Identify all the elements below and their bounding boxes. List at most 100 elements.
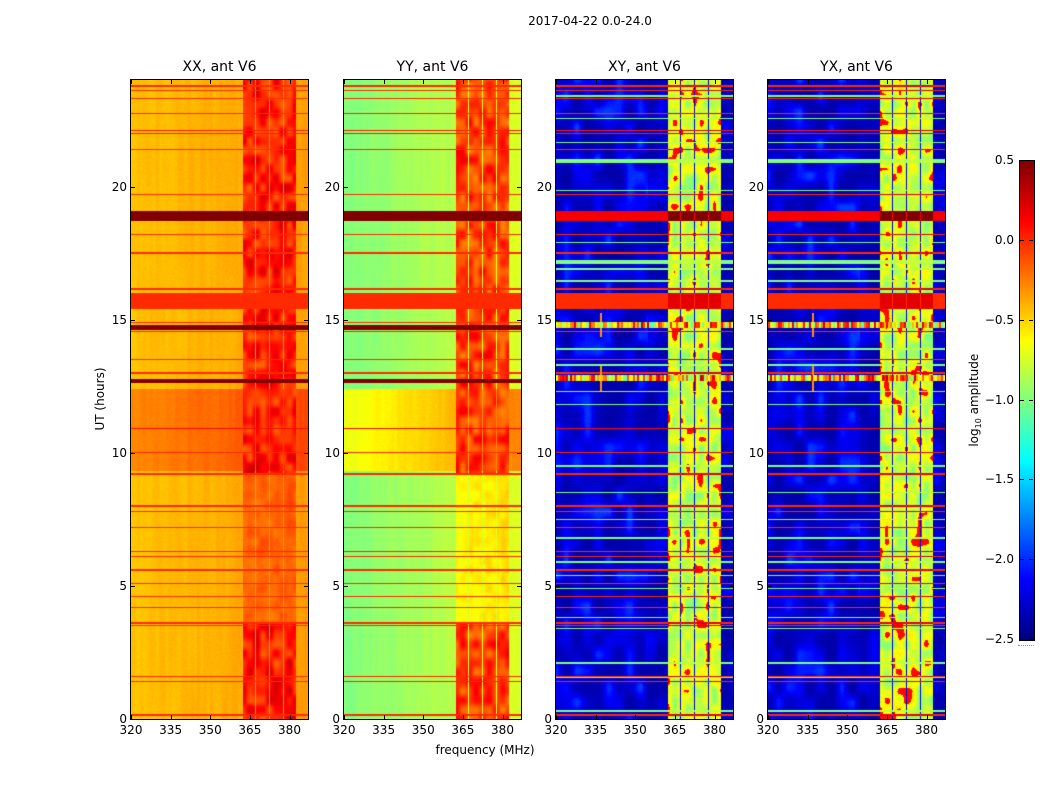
x-tick-label: 365 — [875, 723, 899, 737]
x-tick-label: 380 — [703, 723, 726, 737]
x-tick-label: 320 — [332, 723, 356, 737]
colorbar-tick — [1029, 399, 1033, 401]
y-tick — [768, 186, 772, 188]
y-tick-label: 15 — [111, 312, 127, 327]
x-tick — [502, 80, 504, 84]
y-tick — [768, 319, 772, 321]
y-tick — [556, 719, 560, 720]
x-tick — [131, 80, 132, 84]
x-tick — [714, 80, 716, 84]
figure-title: 2017-04-22 0.0-24.0 — [528, 14, 652, 28]
y-tick — [941, 319, 945, 321]
x-tick — [635, 715, 637, 719]
y-tick — [729, 186, 733, 188]
x-tick — [289, 80, 291, 84]
colorbar-tick — [1029, 559, 1033, 561]
y-tick — [131, 585, 135, 587]
colorbar-tick-label: −2.0 — [984, 552, 1014, 567]
x-tick — [595, 715, 597, 719]
x-tick-label: 335 — [796, 723, 820, 737]
colorbar-tick — [1029, 319, 1033, 321]
colorbar-gradient — [1020, 161, 1034, 640]
x-tick-label: 380 — [278, 723, 301, 737]
y-tick-label: 15 — [324, 312, 340, 327]
y-tick-label: 20 — [536, 179, 552, 194]
x-tick-label: 380 — [915, 723, 938, 737]
heatmap-panel-xx — [130, 79, 309, 720]
x-tick — [886, 80, 888, 84]
x-tick — [170, 715, 172, 719]
x-tick-label: 335 — [372, 723, 396, 737]
y-tick-label: 20 — [111, 179, 127, 194]
y-tick — [131, 719, 135, 720]
y-tick-label: 0 — [756, 712, 764, 726]
colorbar-tick — [1020, 319, 1024, 321]
heatmap-panel-xy — [555, 79, 734, 720]
x-tick — [383, 715, 385, 719]
y-tick-label: 20 — [748, 179, 764, 194]
x-tick — [462, 715, 464, 719]
y-tick — [131, 452, 135, 454]
y-tick — [304, 186, 308, 188]
y-tick — [556, 319, 560, 321]
heatmap-image — [131, 80, 308, 719]
y-tick — [344, 452, 348, 454]
y-tick-label: 5 — [332, 578, 340, 593]
colorbar-tick — [1029, 160, 1033, 161]
colorbar-tick — [1020, 639, 1024, 640]
x-tick — [556, 715, 557, 719]
x-tick — [768, 80, 769, 84]
colorbar-extension — [1018, 645, 1034, 646]
colorbar-tick-label: −0.5 — [984, 312, 1014, 327]
x-axis-label: frequency (MHz) — [435, 743, 535, 757]
y-axis-label: UT (hours) — [93, 367, 107, 431]
y-tick-label: 0 — [119, 712, 127, 726]
x-tick — [383, 80, 385, 84]
y-tick — [304, 319, 308, 321]
x-tick-label: 350 — [411, 723, 435, 737]
colorbar-tick — [1029, 239, 1033, 241]
x-tick — [344, 80, 345, 84]
heatmap-image — [556, 80, 733, 719]
x-tick — [210, 715, 212, 719]
y-tick-label: 10 — [324, 445, 340, 460]
colorbar-tick — [1020, 479, 1024, 481]
x-tick — [886, 715, 888, 719]
y-tick — [304, 452, 308, 454]
x-tick — [674, 80, 676, 84]
y-tick — [729, 585, 733, 587]
y-tick — [517, 585, 521, 587]
x-tick-label: 365 — [451, 723, 475, 737]
x-tick — [926, 80, 928, 84]
panel-title: YY, ant V6 — [396, 59, 469, 75]
x-tick-label: 350 — [623, 723, 647, 737]
y-tick — [344, 719, 348, 720]
colorbar-tick-label: −2.5 — [984, 632, 1014, 646]
x-tick-label: 320 — [119, 723, 143, 737]
y-tick — [556, 186, 560, 188]
y-tick-label: 10 — [111, 445, 127, 460]
colorbar-tick-label: −1.0 — [984, 392, 1014, 407]
x-tick — [249, 715, 251, 719]
heatmap-image — [344, 80, 521, 719]
colorbar-label-sub: 10 — [974, 418, 984, 429]
y-tick — [768, 719, 772, 720]
y-tick — [941, 719, 945, 720]
y-tick-label: 0 — [544, 712, 552, 726]
x-tick — [289, 715, 291, 719]
y-tick-label: 5 — [544, 578, 552, 593]
y-tick-label: 5 — [756, 578, 764, 593]
y-tick — [729, 452, 733, 454]
x-tick-label: 350 — [835, 723, 859, 737]
x-tick — [210, 80, 212, 84]
y-tick — [304, 719, 308, 720]
x-tick — [131, 715, 132, 719]
colorbar-label-suffix: amplitude — [966, 353, 981, 419]
x-tick — [674, 715, 676, 719]
x-tick-label: 365 — [238, 723, 262, 737]
y-tick — [344, 319, 348, 321]
x-tick-label: 320 — [756, 723, 780, 737]
colorbar-tick-label: 0.0 — [994, 232, 1014, 247]
y-tick — [941, 452, 945, 454]
colorbar-tick-label: −1.5 — [984, 472, 1014, 487]
